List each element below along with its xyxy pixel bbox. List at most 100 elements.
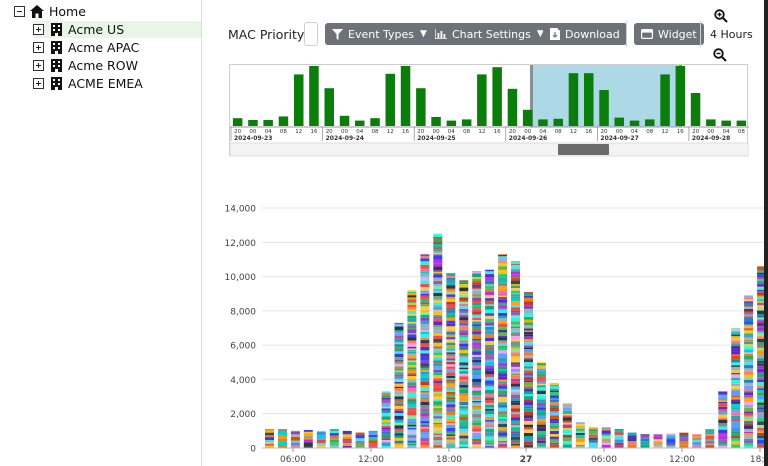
overview-bar xyxy=(339,115,350,126)
bar-segment xyxy=(744,425,754,429)
stacked-bar xyxy=(433,233,443,448)
bar-segment xyxy=(485,274,495,278)
x-tick-label: 12:00 xyxy=(358,455,384,465)
bar-segment xyxy=(459,294,469,298)
bar-segment xyxy=(744,397,754,400)
bar-segment xyxy=(562,403,572,405)
bar-segment xyxy=(562,415,572,418)
expand-icon[interactable] xyxy=(33,78,44,89)
bar-segment xyxy=(744,317,754,322)
bar-segment xyxy=(407,441,417,443)
bar-segment xyxy=(459,280,469,285)
expand-icon[interactable] xyxy=(33,24,44,35)
bar-segment xyxy=(549,429,559,431)
bar-segment xyxy=(679,441,689,445)
bar-segment xyxy=(472,362,482,366)
bar-segment xyxy=(511,369,520,372)
bar-segment xyxy=(498,379,508,382)
bar-segment xyxy=(744,395,754,398)
bar-segment xyxy=(420,256,430,259)
bar-segment xyxy=(407,426,417,428)
bar-segment xyxy=(420,346,430,351)
zoom-in-icon[interactable] xyxy=(714,9,728,23)
bar-segment xyxy=(407,387,417,392)
bar-segment xyxy=(446,408,456,412)
tree-root[interactable]: Home xyxy=(14,3,86,20)
bar-segment xyxy=(744,328,754,331)
bar-segment xyxy=(757,314,764,318)
bar-segment xyxy=(511,298,520,302)
bar-segment xyxy=(511,414,520,418)
widget-button[interactable]: Widget xyxy=(634,23,704,45)
bar-segment xyxy=(265,429,274,430)
overview-scrollbar[interactable] xyxy=(230,142,749,157)
bar-segment xyxy=(433,316,443,319)
bar-segment xyxy=(446,366,456,369)
bar-segment xyxy=(420,382,430,386)
bar-segment xyxy=(666,438,676,440)
bar-segment xyxy=(757,350,764,352)
bar-segment xyxy=(433,270,443,272)
bar-segment xyxy=(511,383,520,387)
tree-item-acme-us[interactable]: Acme US xyxy=(33,21,201,38)
bar-segment xyxy=(731,395,741,398)
bar-segment xyxy=(575,423,585,426)
bar-segment xyxy=(459,311,469,314)
mac-priority-select[interactable] xyxy=(304,22,318,46)
bar-segment xyxy=(666,442,676,445)
bar-segment xyxy=(472,441,482,445)
bar-segment xyxy=(524,362,533,364)
overview-scrollbar-thumb[interactable] xyxy=(558,144,609,155)
bar-segment xyxy=(562,420,572,423)
bar-segment xyxy=(744,324,754,326)
bar-segment xyxy=(433,433,443,436)
bar-segment xyxy=(524,429,533,433)
bar-segment xyxy=(757,300,764,303)
bar-segment xyxy=(692,436,702,439)
bar-segment xyxy=(472,353,482,355)
overview-bar xyxy=(584,73,594,126)
bar-segment xyxy=(420,287,430,291)
expand-icon[interactable] xyxy=(33,42,44,53)
bar-segment xyxy=(498,323,508,328)
collapse-icon[interactable] xyxy=(14,6,25,17)
download-button[interactable]: Download xyxy=(543,23,627,45)
event-types-button[interactable]: Event Types ▼ xyxy=(325,23,434,45)
tree-item-acme-emea[interactable]: ACME EMEA xyxy=(33,75,143,92)
bar-segment xyxy=(511,293,520,295)
bar-segment xyxy=(472,413,482,418)
bar-segment xyxy=(757,286,764,288)
bar-segment xyxy=(355,438,365,441)
bar-segment xyxy=(459,441,469,445)
bar-segment xyxy=(433,355,443,357)
zoom-out-icon[interactable] xyxy=(713,48,727,62)
bar-segment xyxy=(562,422,572,425)
bar-segment xyxy=(614,434,624,437)
expand-icon[interactable] xyxy=(33,60,44,71)
bar-segment xyxy=(407,393,417,398)
bar-segment xyxy=(329,445,339,448)
bar-segment xyxy=(757,395,764,400)
stacked-bar xyxy=(601,427,611,448)
chart-settings-button[interactable]: Chart Settings ▼ xyxy=(428,23,551,45)
bar-segment xyxy=(420,272,430,274)
bar-segment xyxy=(394,345,404,347)
bar-segment xyxy=(394,383,404,386)
tree-item-acme-row[interactable]: Acme ROW xyxy=(33,57,138,74)
tree-item-acme-apac[interactable]: Acme APAC xyxy=(33,39,139,56)
bar-segment xyxy=(420,280,430,284)
bar-segment xyxy=(485,393,495,397)
overview-bar xyxy=(614,117,624,126)
bar-segment xyxy=(420,276,430,278)
bar-segment xyxy=(433,416,443,419)
bar-segment xyxy=(381,427,391,430)
overview-navigator[interactable]: 20 00 04 08 12 16 20 00 04 08 12 16 20 00 04 08 12 16 20 00… xyxy=(229,64,749,157)
bar-segment xyxy=(265,437,274,441)
overview-handle-left[interactable] xyxy=(530,65,533,127)
bar-segment xyxy=(329,435,339,437)
bar-segment xyxy=(627,432,637,436)
overview-bar xyxy=(553,118,563,126)
bar-segment xyxy=(498,402,508,405)
bar-segment xyxy=(433,277,443,281)
bar-segment xyxy=(744,407,754,412)
